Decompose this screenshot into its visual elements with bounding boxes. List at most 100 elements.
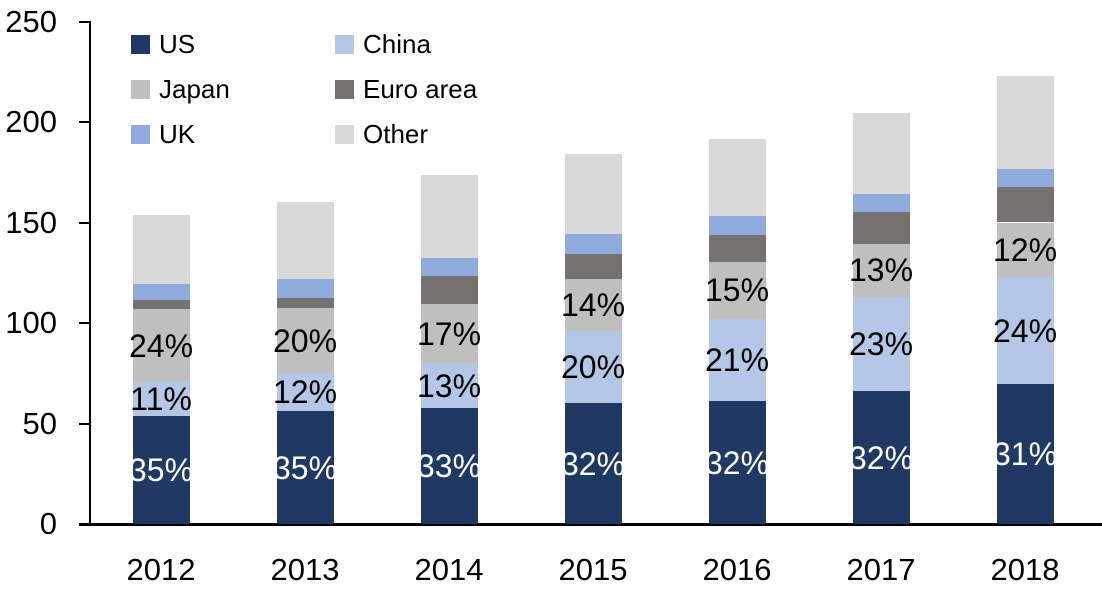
bar-segment-uk-2013 — [276, 278, 334, 298]
legend-swatch-china — [335, 34, 354, 54]
bar-label-us-2017: 32% — [848, 439, 914, 476]
bar-segment-euro-area-2014 — [420, 275, 478, 304]
y-tick-label: 100 — [5, 305, 57, 340]
y-tick-label: 250 — [5, 3, 57, 39]
bar-segment-euro-area-2018 — [996, 187, 1054, 223]
x-axis-line — [78, 523, 1102, 526]
bar-segment-japan-2012 — [132, 308, 190, 383]
bar-label-japan-2017: 13% — [848, 252, 914, 289]
bar-label-china-2013: 12% — [272, 374, 338, 411]
bar-segment-us-2014 — [420, 408, 478, 524]
bar-segment-japan-2016 — [708, 261, 766, 319]
y-axis-tick — [78, 422, 91, 425]
y-axis-tick — [78, 322, 91, 324]
bar-segment-uk-2018 — [996, 169, 1054, 188]
legend-swatch-euro-area — [335, 79, 354, 99]
bar-segment-uk-2014 — [420, 257, 478, 276]
legend-label-uk: UK — [159, 119, 196, 149]
legend-swatch-us — [131, 34, 150, 54]
legend-label-euro-area: Euro area — [363, 74, 478, 104]
y-tick-label: 150 — [5, 204, 57, 240]
y-axis-tick — [78, 221, 91, 224]
bar-segment-other-2018 — [996, 75, 1054, 170]
bar-segment-other-2014 — [420, 175, 478, 258]
bar-segment-china-2014 — [420, 363, 478, 409]
bar-segment-japan-2017 — [852, 243, 910, 297]
bar-label-us-2015: 32% — [560, 445, 626, 482]
bar-segment-china-2018 — [996, 276, 1054, 385]
bar-label-china-2014: 13% — [416, 367, 482, 404]
bar-label-china-2018: 24% — [992, 312, 1058, 349]
bar-segment-euro-area-2012 — [132, 299, 190, 309]
bar-segment-euro-area-2015 — [564, 253, 622, 279]
bar-segment-other-2017 — [852, 112, 910, 195]
bar-segment-china-2012 — [132, 382, 190, 417]
bar-label-china-2015: 20% — [560, 349, 626, 386]
bar-label-japan-2015: 14% — [560, 286, 626, 323]
y-axis-tick — [78, 121, 91, 123]
legend-item-euro-area: Euro area — [335, 76, 477, 102]
bar-segment-uk-2016 — [708, 216, 766, 235]
y-axis-line — [88, 21, 91, 526]
bar-label-japan-2013: 20% — [272, 322, 338, 359]
legend-swatch-other — [335, 124, 354, 144]
bar-label-china-2012: 11% — [130, 381, 192, 418]
x-tick-label-2013: 2013 — [270, 552, 340, 587]
x-tick-label-2018: 2018 — [990, 552, 1060, 587]
bar-segment-us-2018 — [996, 384, 1054, 524]
bar-segment-china-2016 — [708, 318, 766, 402]
bar-segment-euro-area-2013 — [276, 297, 334, 308]
bar-segment-japan-2015 — [564, 278, 622, 332]
bar-segment-china-2013 — [276, 373, 334, 412]
bar-label-us-2016: 32% — [704, 444, 770, 481]
bar-segment-japan-2018 — [996, 222, 1054, 277]
bar-segment-us-2016 — [708, 401, 766, 524]
bar-segment-other-2016 — [708, 139, 766, 217]
legend-item-japan: Japan — [131, 76, 230, 102]
bar-segment-us-2012 — [132, 416, 190, 524]
bar-label-china-2016: 21% — [704, 342, 770, 379]
legend-label-japan: Japan — [159, 74, 230, 104]
bar-label-china-2017: 23% — [848, 326, 914, 363]
legend-item-uk: UK — [131, 121, 195, 147]
bar-segment-other-2013 — [276, 202, 334, 279]
bar-label-us-2013: 35% — [272, 449, 338, 486]
x-tick-label-2015: 2015 — [558, 552, 628, 587]
x-tick-label-2016: 2016 — [702, 552, 772, 587]
bar-label-japan-2012: 24% — [128, 327, 194, 364]
bar-segment-us-2013 — [276, 411, 334, 524]
legend-label-us: US — [159, 29, 196, 59]
bar-segment-china-2015 — [564, 331, 622, 404]
bar-segment-other-2015 — [564, 154, 622, 234]
y-tick-label: 200 — [5, 104, 57, 139]
bar-segment-uk-2012 — [132, 283, 190, 300]
bar-label-japan-2014: 17% — [416, 315, 482, 352]
legend-item-china: China — [335, 31, 431, 57]
legend-item-other: Other — [335, 121, 428, 147]
bar-segment-china-2017 — [852, 296, 910, 392]
x-tick-label-2017: 2017 — [846, 552, 916, 587]
x-tick-label-2012: 2012 — [126, 552, 196, 587]
legend-swatch-japan — [131, 79, 150, 99]
x-tick-label-2014: 2014 — [414, 552, 484, 587]
legend-label-china: China — [363, 29, 431, 59]
bar-label-us-2014: 33% — [416, 448, 482, 485]
bar-segment-us-2017 — [852, 391, 910, 524]
bar-segment-euro-area-2017 — [852, 212, 910, 244]
bar-label-japan-2018: 12% — [992, 231, 1058, 268]
bar-segment-us-2015 — [564, 403, 622, 524]
bar-segment-euro-area-2016 — [708, 234, 766, 262]
bar-label-us-2018: 31% — [992, 436, 1058, 473]
legend-label-other: Other — [363, 119, 429, 149]
bar-segment-other-2012 — [132, 215, 190, 284]
y-axis-tick — [78, 20, 91, 23]
bar-segment-uk-2017 — [852, 194, 910, 213]
bar-label-japan-2016: 15% — [704, 272, 770, 309]
y-tick-label: 0 — [39, 506, 57, 541]
bar-segment-japan-2014 — [420, 303, 478, 364]
bar-label-us-2012: 35% — [128, 452, 194, 489]
legend-swatch-uk — [131, 124, 150, 144]
y-tick-label: 50 — [22, 405, 57, 441]
bar-segment-uk-2015 — [564, 233, 622, 254]
